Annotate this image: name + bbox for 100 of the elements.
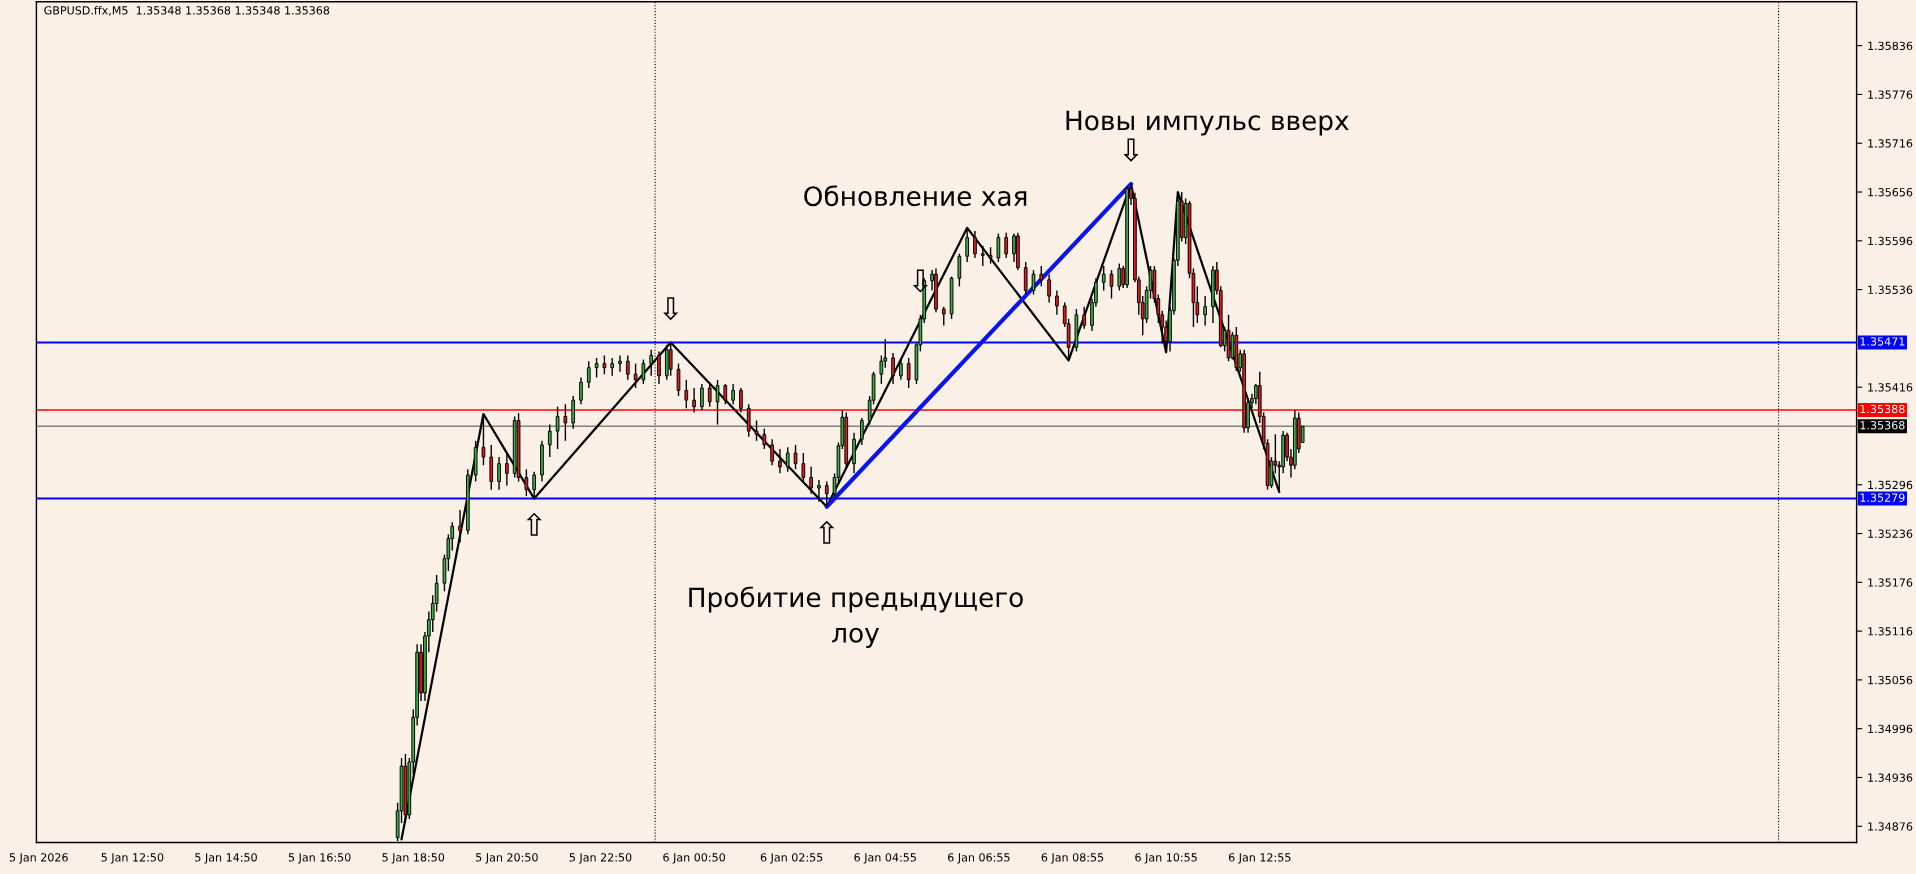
ref-line-label: 1.35279 [1860,493,1905,502]
ref-line-label: 1.35388 [1860,404,1905,414]
candlestick [1203,295,1207,327]
candlestick [692,387,696,414]
annotation: ⇩ [663,297,679,321]
candlestick [1039,265,1044,288]
candlestick [973,230,977,259]
candlestick [579,376,583,405]
candlestick [965,227,970,263]
candlestick [571,395,576,430]
y-tick-label: 1.35536 [1868,285,1913,294]
y-tick-label: 1.35716 [1868,139,1913,148]
candlestick [793,444,798,470]
y-tick-label: 1.35176 [1868,578,1913,587]
candlestick [754,419,759,442]
x-tick-label: 6 Jan 06:55 [948,853,1010,864]
candlestick [996,232,1001,263]
candlestick [824,480,829,508]
candlestick [817,479,821,503]
candlestick [684,379,689,410]
candlestick [532,471,537,500]
candlestick [625,354,630,381]
candlestick [524,468,529,497]
annotation: ⇩ [912,269,928,293]
x-tick-label: 5 Jan 18:50 [382,853,445,864]
x-tick-label: 5 Jan 12:50 [101,853,164,864]
x-tick-label: 6 Jan 12:55 [1228,853,1291,864]
candlestick [641,358,646,385]
candlestick [602,354,607,375]
y-tick-label: 1.35116 [1868,627,1913,636]
x-tick-label: 5 Jan 14:50 [195,853,257,864]
candlestick [547,423,552,458]
candlestick [700,383,704,411]
candlestick [481,413,486,466]
y-tick-label: 1.35776 [1868,90,1913,99]
candlestick [668,341,673,377]
candlestick [1047,273,1051,304]
candlestick [610,357,615,377]
candlestick [1109,269,1114,300]
chart-title: GBPUSD.ffx,M5 1.35348 1.35368 1.35348 1.35368 [44,5,330,16]
x-tick-label: 5 Jan 20:50 [476,853,538,864]
candlestick [1004,231,1009,259]
ref-line-label: 1.35368 [1860,421,1905,430]
annotation: ⇧ [526,512,542,536]
x-tick-label: 5 Jan 22:50 [569,853,632,864]
candlestick [458,509,462,544]
candlestick [899,358,903,381]
candlestick [497,456,501,491]
candlestick [809,466,813,495]
candlestick [980,244,985,267]
candlestick [676,362,681,397]
candlestick [879,354,884,385]
candlestick [746,403,751,438]
candlestick [505,452,509,487]
candlestick [1101,265,1106,292]
candlestick [618,354,622,373]
y-tick-label: 1.35056 [1868,675,1913,685]
candlestick [1023,261,1028,296]
x-tick-label: 6 Jan 10:55 [1135,853,1197,864]
ref-line-label: 1.35471 [1860,337,1905,346]
y-tick-label: 1.35656 [1868,188,1913,197]
y-tick-label: 1.34876 [1868,822,1913,831]
candlestick [731,383,735,405]
candlestick [739,387,743,414]
candlestick [633,362,638,389]
y-tick-label: 1.35236 [1868,529,1913,538]
candlestick [941,305,946,327]
candlestick [1117,262,1122,292]
candlestick [723,383,728,405]
candlestick [555,405,560,450]
candlestick [1082,305,1087,330]
candlestick [860,417,864,446]
candlestick [801,452,806,483]
candlestick [891,352,895,385]
annotation: Обновление хая [804,185,1027,207]
x-tick-label: 6 Jan 04:55 [854,853,916,864]
y-tick-label: 1.35416 [1868,383,1913,392]
candlestick [762,427,767,450]
candlestick [906,357,911,389]
y-tick-label: 1.35836 [1868,41,1913,51]
candlestick [563,403,568,442]
annotation: ⇩ [1123,138,1139,162]
candlestick [707,381,712,408]
candlestick [1055,289,1059,316]
annotation: ⇧ [819,520,835,544]
x-tick-label: 6 Jan 02:55 [760,853,823,864]
y-tick-label: 1.34936 [1868,773,1913,782]
candlestick [1031,269,1036,296]
candlestick [957,253,962,288]
x-tick-label: 6 Jan 08:55 [1041,853,1104,864]
candlestick [586,360,591,389]
x-tick-label: 5 Jan 2026 [9,853,68,864]
candlestick [778,448,782,475]
candlestick [770,438,774,466]
candlestick [785,446,790,473]
x-tick-label: 5 Jan 16:50 [288,853,351,864]
candlestick [594,357,599,379]
candlestick [715,379,720,426]
annotation: Пробитие предыдущего лоу [689,586,1023,648]
y-tick-label: 1.34996 [1868,724,1913,734]
